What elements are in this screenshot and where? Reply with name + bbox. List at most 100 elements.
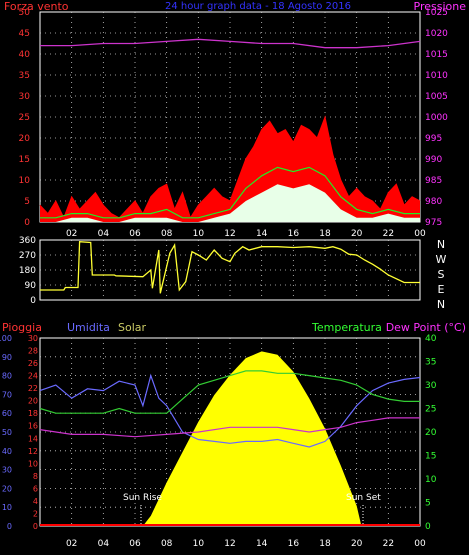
direction-axis-tick-label: 0 xyxy=(30,296,36,306)
direction-grid xyxy=(40,240,420,300)
pressure-axis-tick-label: 1025 xyxy=(425,8,448,18)
wind-time-tick-label: 20 xyxy=(351,229,363,239)
pressure-axis-tick-label: 1020 xyxy=(425,29,448,39)
humidity-axis-tick-label: 10 xyxy=(2,503,12,512)
wind-time-tick-label: 16 xyxy=(288,229,300,239)
wind-axis-tick-label: 10 xyxy=(19,176,31,186)
wind-time-tick-label: 14 xyxy=(256,229,268,239)
direction-letter-s: S xyxy=(438,268,445,281)
wind-axis-tick-label: 0 xyxy=(24,218,30,228)
temperature-axis-tick-label: 30 xyxy=(425,381,437,391)
wind-time-tick-label: 18 xyxy=(319,229,331,239)
humidity-axis-tick-label: 90 xyxy=(2,353,12,362)
rain-axis-tick-label: 4 xyxy=(33,497,38,506)
bottom-time-tick-label: 08 xyxy=(161,539,173,549)
rain-axis-tick-label: 6 xyxy=(33,484,38,493)
pressure-axis-tick-label: 1000 xyxy=(425,113,448,123)
sunrise-label: Sun Rise xyxy=(123,493,162,503)
wind-time-tick-label: 00 xyxy=(414,229,426,239)
pressure-axis-tick-label: 975 xyxy=(425,218,442,228)
direction-letter-n-bottom: N xyxy=(437,298,445,311)
wind-axis-tick-label: 30 xyxy=(19,92,31,102)
wind-direction-line xyxy=(40,241,420,294)
pressure-line xyxy=(40,38,421,49)
pressure-axis-tick-label: 995 xyxy=(425,134,442,144)
bottom-time-tick-label: 04 xyxy=(98,539,110,549)
humidity-axis-tick-label: 60 xyxy=(2,409,12,418)
bottom-time-tick-label: 14 xyxy=(256,539,268,549)
rain-axis-tick-label: 28 xyxy=(28,347,38,356)
rain-axis-tick-label: 2 xyxy=(33,509,38,518)
wind-time-tick-label: 22 xyxy=(383,229,394,239)
wind-gust-line xyxy=(39,115,421,220)
wind-axis-tick-label: 20 xyxy=(19,134,31,144)
direction-axis-tick-label: 270 xyxy=(19,251,36,261)
direction-series xyxy=(40,241,420,294)
wind-avg-line xyxy=(40,166,420,219)
temperature-axis-tick-label: 10 xyxy=(425,475,437,485)
direction-axis-tick-label: 90 xyxy=(25,281,37,291)
pressure-axis-tick-label: 1010 xyxy=(425,71,448,81)
pressure-axis-tick-label: 980 xyxy=(425,197,442,207)
wind-axis-tick-label: 25 xyxy=(19,113,30,123)
bottom-time-tick-label: 02 xyxy=(66,539,77,549)
rain-axis-tick-label: 26 xyxy=(28,359,38,368)
wind-time-tick-label: 04 xyxy=(98,229,110,239)
temperature-axis-tick-label: 15 xyxy=(425,452,436,462)
sunset-label: Sun Set xyxy=(346,493,381,503)
bottom-series xyxy=(39,351,421,526)
rain-axis-tick-label: 12 xyxy=(28,447,38,456)
rain-axis-tick-label: 10 xyxy=(28,459,38,468)
temperature-axis-tick-label: 40 xyxy=(425,334,437,344)
humidity-line xyxy=(39,373,421,448)
solar-area xyxy=(40,351,420,526)
right-axis-label: Pressione xyxy=(414,0,467,13)
pressure-axis-tick-label: 985 xyxy=(425,176,442,186)
bottom-time-tick-label: 18 xyxy=(319,539,331,549)
chart-title: 24 hour graph data - 18 Agosto 2016 xyxy=(165,1,351,12)
wind-axis-tick-label: 40 xyxy=(19,50,31,60)
direction-letter-w: W xyxy=(436,253,447,266)
wind-time-tick-label: 06 xyxy=(129,229,141,239)
rain-axis-tick-label: 14 xyxy=(28,434,38,443)
solar-label: Solar xyxy=(118,321,147,334)
rain-axis-tick-label: 0 xyxy=(33,522,38,531)
pressure-axis-tick-label: 990 xyxy=(425,155,442,165)
pressure-axis-tick-label: 1015 xyxy=(425,50,448,60)
bottom-time-tick-label: 06 xyxy=(129,539,141,549)
humidity-axis-tick-label: 70 xyxy=(2,390,12,399)
humidity-axis-tick-label: 40 xyxy=(2,447,12,456)
bottom-time-tick-label: 10 xyxy=(193,539,205,549)
wind-time-tick-label: 02 xyxy=(66,229,77,239)
wind-axis-tick-label: 45 xyxy=(19,29,30,39)
humidity-axis-tick-label: 30 xyxy=(2,466,12,475)
temperature-line xyxy=(39,370,420,414)
humidity-axis-tick-label: 50 xyxy=(2,428,12,437)
rain-axis-tick-label: 16 xyxy=(28,422,38,431)
rain-axis-tick-label: 30 xyxy=(28,334,38,343)
rain-axis-tick-label: 8 xyxy=(33,472,38,481)
humidity-axis-tick-label: 0 xyxy=(7,522,12,531)
wind-min-area xyxy=(40,184,420,222)
direction-axis-tick-label: 360 xyxy=(19,236,36,246)
bottom-time-tick-label: 12 xyxy=(224,539,235,549)
direction-axis-tick-label: 180 xyxy=(19,266,36,276)
temperature-axis-tick-label: 35 xyxy=(425,358,436,368)
bottom-time-tick-label: 22 xyxy=(383,539,394,549)
rain-label: Pioggia xyxy=(2,321,42,334)
dewpoint-label: Dew Point (°C) xyxy=(386,321,466,334)
rain-axis-tick-label: 24 xyxy=(28,372,38,381)
wind-series xyxy=(39,38,421,222)
humidity-axis-tick-label: 100 xyxy=(0,334,12,343)
wind-axis-tick-label: 15 xyxy=(19,155,30,165)
rain-axis-tick-label: 18 xyxy=(28,409,38,418)
temperature-axis-tick-label: 5 xyxy=(425,499,431,509)
rain-axis-tick-label: 20 xyxy=(28,397,38,406)
left-axis-label: Forza vento xyxy=(4,0,69,13)
bottom-time-tick-label: 20 xyxy=(351,539,363,549)
wind-axis-tick-label: 50 xyxy=(19,8,31,18)
wind-time-tick-label: 08 xyxy=(161,229,173,239)
humidity-axis-tick-label: 20 xyxy=(2,484,12,493)
